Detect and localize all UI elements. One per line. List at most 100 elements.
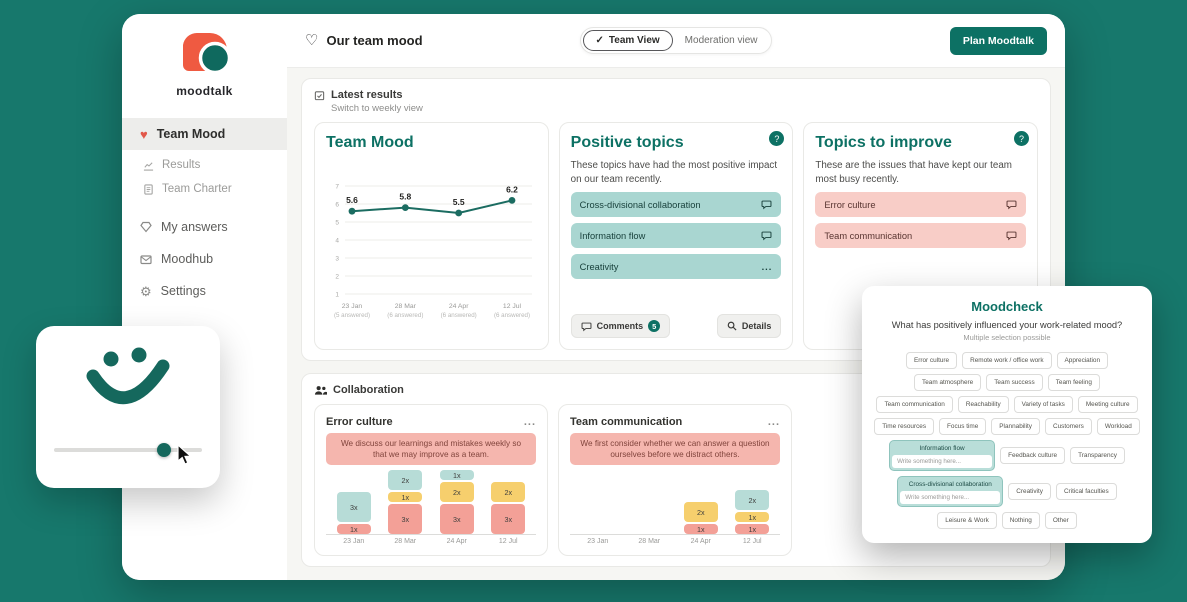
topic-pill-label: Information flow	[579, 230, 646, 241]
improve-topic-pill[interactable]: Error culture	[815, 192, 1027, 218]
bar-stack: 2x 1x 1x	[727, 490, 779, 535]
tab-moderation-view[interactable]: Moderation view	[684, 35, 758, 46]
positive-topic-pill[interactable]: Cross-divisional collaboration	[570, 192, 782, 218]
moodcheck-pill[interactable]: Customers	[1044, 418, 1092, 435]
comment-icon	[581, 321, 592, 332]
more-icon[interactable]: ...	[761, 261, 773, 272]
results-chart-icon	[143, 161, 154, 171]
more-menu-icon[interactable]: ...	[767, 416, 780, 428]
more-menu-icon[interactable]: ...	[523, 416, 536, 428]
comment-icon[interactable]	[1006, 230, 1017, 241]
help-badge[interactable]: ?	[1014, 131, 1030, 146]
card-description: These topics have had the most positive …	[570, 160, 778, 185]
section-title: Collaboration	[333, 384, 404, 396]
comment-icon[interactable]	[761, 199, 772, 210]
moodcheck-pill[interactable]: Creativity	[1008, 483, 1051, 500]
section-title: Latest results	[331, 89, 403, 101]
moodcheck-pill[interactable]: Feedback culture	[1000, 447, 1066, 464]
improve-topic-pill[interactable]: Team communication	[815, 223, 1027, 249]
positive-topic-pill[interactable]: Information flow	[570, 223, 782, 249]
positive-topic-pill[interactable]: Creativity...	[570, 254, 782, 280]
moodcheck-pill[interactable]: Variety of tasks	[1013, 396, 1073, 413]
moodcheck-pill-selected[interactable]: Information flow	[889, 440, 996, 471]
moodcheck-pill[interactable]: Appreciation	[1056, 352, 1109, 369]
bar-segment: 1x	[336, 524, 371, 535]
svg-text:(6 answered): (6 answered)	[441, 312, 477, 319]
moodcheck-pill[interactable]: Leisure & Work	[937, 512, 997, 529]
sidebar-item-label: Moodhub	[161, 252, 214, 266]
moodcheck-pill[interactable]: Plannability	[991, 418, 1040, 435]
svg-text:4: 4	[335, 238, 339, 245]
slider-knob[interactable]	[157, 443, 171, 457]
moodtalk-logo[interactable]: moodtalk	[122, 32, 287, 98]
switch-weekly-view-link[interactable]: Switch to weekly view	[331, 103, 423, 114]
moodcheck-pill[interactable]: Team communication	[876, 396, 953, 413]
moodcheck-pill[interactable]: Other	[1044, 512, 1077, 529]
sidebar-subgroup: Results Team Charter	[122, 153, 287, 201]
svg-text:6.2: 6.2	[506, 184, 518, 194]
comment-icon[interactable]	[1006, 199, 1017, 210]
bar-x-label: 28 Mar	[638, 538, 661, 546]
view-toggle: ✓ Team View Moderation view	[579, 27, 773, 54]
bar-segment: 1x	[439, 470, 474, 481]
details-button[interactable]: Details	[716, 314, 782, 338]
moodcheck-pill[interactable]: Reachability	[957, 396, 1009, 413]
bar-x-label: 23 Jan	[587, 538, 609, 546]
moodcheck-pill[interactable]: Remote work / office work	[962, 352, 1052, 369]
magnifier-icon	[727, 321, 737, 331]
bar-segment: 3x	[439, 504, 474, 535]
collab-card-title: Team communication	[570, 416, 683, 428]
svg-text:28 Mar: 28 Mar	[395, 303, 417, 310]
sidebar-item-label: Settings	[160, 284, 206, 298]
moodcheck-pill[interactable]: Transparency	[1070, 447, 1125, 464]
topic-pill-label: Creativity	[579, 261, 619, 272]
tab-team-view-label: Team View	[608, 35, 660, 46]
sidebar-item-team-mood[interactable]: ♥ Team Mood	[122, 118, 287, 150]
moodcheck-pill[interactable]: Error culture	[905, 352, 958, 369]
moodcheck-pill[interactable]: Nothing	[1001, 512, 1040, 529]
tab-team-view[interactable]: ✓ Team View	[582, 30, 673, 51]
moodcheck-pill[interactable]: Meeting culture	[1077, 396, 1138, 413]
moodcheck-pill[interactable]: Time resources	[874, 418, 935, 435]
moodcheck-pill-list: Error culture Remote work / office work Ap…	[874, 352, 1140, 529]
mood-slider[interactable]	[54, 442, 202, 458]
bar-segment: 1x	[735, 524, 770, 535]
bar-segment: 2x	[439, 482, 474, 503]
sidebar-item-my-answers[interactable]: My answers	[122, 211, 287, 243]
sidebar-item-results[interactable]: Results	[122, 153, 287, 177]
comments-count-badge: 5	[648, 320, 661, 332]
moodcheck-pill[interactable]: Focus time	[939, 418, 987, 435]
sidebar-item-team-charter[interactable]: Team Charter	[122, 177, 287, 201]
positive-topics-list: Cross-divisional collaboration Informatio…	[570, 192, 782, 280]
bar-x-label: 23 Jan	[343, 538, 365, 546]
bar-segment: 1x	[683, 524, 718, 535]
bar-x-label: 12 Jul	[498, 538, 518, 546]
bar-segment: 2x	[735, 490, 770, 511]
svg-text:5: 5	[335, 220, 339, 227]
sidebar-item-settings[interactable]: ⚙ Settings	[122, 275, 287, 307]
comments-button[interactable]: Comments 5	[570, 314, 671, 338]
svg-text:1: 1	[335, 292, 339, 299]
moodcheck-pill[interactable]: Team success	[986, 374, 1043, 391]
bar-x-label: 28 Mar	[394, 538, 417, 546]
smiley-icon	[86, 347, 170, 405]
bar-stack: 3x 1x	[328, 492, 380, 535]
moodcheck-free-text-input[interactable]	[900, 491, 1001, 504]
comment-icon[interactable]	[761, 230, 772, 241]
collab-banner-text: We first consider whether we can answer …	[570, 433, 780, 466]
plan-moodtalk-button[interactable]: Plan Moodtalk	[949, 26, 1047, 55]
mail-icon	[140, 254, 152, 264]
mood-slider-card	[36, 326, 220, 488]
moodcheck-pill[interactable]: Team atmosphere	[914, 374, 982, 391]
moodcheck-pill[interactable]: Workload	[1096, 418, 1140, 435]
card-description: These are the issues that have kept our …	[815, 160, 1012, 185]
moodcheck-pill[interactable]: Critical faculties	[1055, 483, 1117, 500]
slider-track[interactable]	[54, 448, 202, 452]
moodcheck-free-text-input[interactable]	[892, 455, 993, 468]
poll-icon	[314, 90, 325, 100]
moodcheck-pill-selected[interactable]: Cross-divisional collaboration	[897, 476, 1004, 507]
moodcheck-pill[interactable]: Team feeling	[1047, 374, 1100, 391]
help-badge[interactable]: ?	[769, 131, 785, 146]
sidebar-item-moodhub[interactable]: Moodhub	[122, 243, 287, 275]
collab-card-team-communication: Team communication ... We first consider…	[558, 404, 792, 556]
